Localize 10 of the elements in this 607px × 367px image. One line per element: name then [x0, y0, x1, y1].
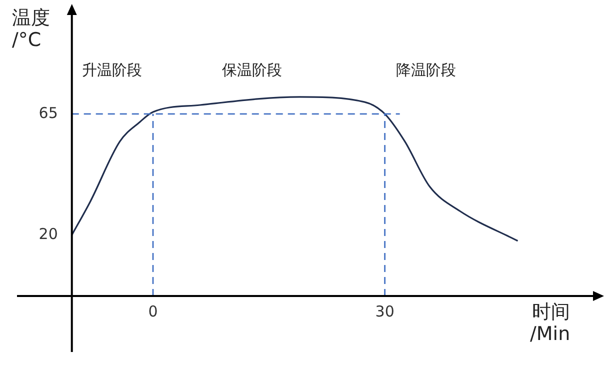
y-tick-label: 20: [38, 224, 58, 243]
x-axis-title: 时间 /Min: [530, 301, 570, 346]
y-axis-title: 温度 /°C: [12, 7, 50, 52]
y-tick-label: 65: [38, 104, 58, 122]
annotation: 保温阶段: [222, 61, 282, 80]
annotation: 升温阶段: [82, 61, 142, 80]
annotation: 降温阶段: [396, 61, 456, 80]
x-tick-label: 30: [375, 302, 394, 320]
line-series: [71, 96, 519, 242]
x-tick-label: 0: [148, 302, 158, 320]
